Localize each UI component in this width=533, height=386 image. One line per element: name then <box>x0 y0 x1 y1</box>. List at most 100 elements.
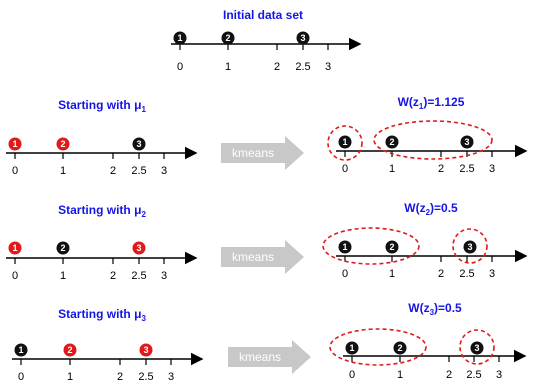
start-number-line: 0 1 2 2.5 3 <box>6 146 198 177</box>
svg-text:2: 2 <box>389 242 394 252</box>
tick-label: 1 <box>225 61 231 73</box>
start-title: Starting with μ3 <box>58 307 146 323</box>
kmeans-arrow: kmeans <box>228 340 311 374</box>
result-point-3: 3 <box>460 135 474 149</box>
result-point-2: 2 <box>385 240 399 254</box>
start-title: Starting with μ2 <box>58 203 146 219</box>
tick-label: 2.5 <box>466 369 481 381</box>
cluster-outline <box>327 125 363 161</box>
svg-text:1: 1 <box>342 242 347 252</box>
tick-label: 2.5 <box>131 165 146 177</box>
tick-label: 1 <box>397 369 403 381</box>
result-point-2: 2 <box>393 341 407 355</box>
kmeans-arrow: kmeans <box>221 240 304 274</box>
tick-label: 0 <box>18 371 24 383</box>
svg-text:2: 2 <box>397 343 402 353</box>
svg-text:1: 1 <box>12 243 17 253</box>
tick-label: 3 <box>168 371 174 383</box>
tick-label: 0 <box>342 163 348 175</box>
start-point-3: 3 <box>139 343 153 357</box>
svg-text:3: 3 <box>474 343 479 353</box>
start-point-1: 1 <box>14 343 28 357</box>
result-title: W(z1)=1.125 <box>398 95 465 111</box>
start-point-3: 3 <box>132 241 146 255</box>
svg-text:3: 3 <box>467 242 472 252</box>
svg-text:1: 1 <box>342 137 347 147</box>
tick-label: 3 <box>161 270 167 282</box>
svg-text:1: 1 <box>12 139 17 149</box>
result-title: W(z3)=0.5 <box>408 301 462 317</box>
start-point-2: 2 <box>56 137 70 151</box>
svg-text:3: 3 <box>300 33 305 43</box>
tick-label: 0 <box>12 270 18 282</box>
start-number-line: 0 1 2 2.5 3 <box>6 251 198 282</box>
initial-title: Initial data set <box>223 8 303 22</box>
svg-text:2: 2 <box>225 33 230 43</box>
tick-label: 3 <box>489 268 495 280</box>
tick-label: 1 <box>60 165 66 177</box>
initial-point-1: 1 <box>173 31 187 45</box>
tick-label: 2 <box>110 165 116 177</box>
tick-label: 3 <box>489 163 495 175</box>
start-point-3: 3 <box>132 137 146 151</box>
cluster-outline <box>322 227 420 265</box>
tick-label: 2.5 <box>459 163 474 175</box>
tick-label: 0 <box>12 165 18 177</box>
start-point-1: 1 <box>8 137 22 151</box>
svg-text:1: 1 <box>18 345 23 355</box>
kmeans-arrow: kmeans <box>221 136 304 170</box>
result-number-line: 0 1 2 2.5 3 <box>336 249 528 280</box>
svg-text:kmeans: kmeans <box>232 146 274 160</box>
result-number-line: 0 1 2 2.5 3 <box>343 349 527 381</box>
tick-label: 1 <box>389 163 395 175</box>
row-3: Starting with μ3 0 1 2 2.5 3 1 2 3 kmean… <box>12 301 527 383</box>
tick-label: 2 <box>110 270 116 282</box>
tick-label: 2 <box>274 61 280 73</box>
svg-text:1: 1 <box>349 343 354 353</box>
cluster-outline <box>373 120 493 160</box>
initial-number-line: 0 1 2 2.5 3 <box>171 37 362 73</box>
start-point-2: 2 <box>63 343 77 357</box>
start-number-line: 0 1 2 2.5 3 <box>12 352 204 383</box>
tick-label: 2 <box>117 371 123 383</box>
cluster-outline <box>329 328 427 366</box>
result-point-1: 1 <box>338 240 352 254</box>
start-title: Starting with μ1 <box>58 98 146 114</box>
svg-text:3: 3 <box>136 243 141 253</box>
result-point-1: 1 <box>338 135 352 149</box>
result-title: W(z2)=0.5 <box>404 201 458 217</box>
svg-text:1: 1 <box>177 33 182 43</box>
tick-label: 2 <box>446 369 452 381</box>
row-2: Starting with μ2 0 1 2 2.5 3 1 2 3 kmean… <box>6 201 528 282</box>
result-point-1: 1 <box>345 341 359 355</box>
cluster-outline <box>452 228 488 264</box>
tick-label: 0 <box>342 268 348 280</box>
svg-text:3: 3 <box>464 137 469 147</box>
tick-label: 2 <box>438 163 444 175</box>
tick-label: 0 <box>177 61 183 73</box>
tick-label: 1 <box>60 270 66 282</box>
svg-text:3: 3 <box>143 345 148 355</box>
tick-label: 3 <box>325 61 331 73</box>
result-point-3: 3 <box>470 341 484 355</box>
tick-label: 2.5 <box>131 270 146 282</box>
tick-label: 1 <box>67 371 73 383</box>
tick-label: 2.5 <box>138 371 153 383</box>
initial-point-3: 3 <box>296 31 310 45</box>
start-point-1: 1 <box>8 241 22 255</box>
svg-text:2: 2 <box>60 243 65 253</box>
tick-label: 1 <box>389 268 395 280</box>
svg-text:kmeans: kmeans <box>232 250 274 264</box>
svg-text:2: 2 <box>60 139 65 149</box>
tick-label: 0 <box>349 369 355 381</box>
tick-label: 2.5 <box>295 61 310 73</box>
tick-label: 2 <box>438 268 444 280</box>
result-point-2: 2 <box>385 135 399 149</box>
tick-label: 3 <box>496 369 502 381</box>
start-point-2: 2 <box>56 241 70 255</box>
svg-text:2: 2 <box>67 345 72 355</box>
row-1: Starting with μ1 0 1 2 2.5 3 1 2 3 kmean… <box>6 95 528 177</box>
svg-text:3: 3 <box>136 139 141 149</box>
initial-point-2: 2 <box>221 31 235 45</box>
